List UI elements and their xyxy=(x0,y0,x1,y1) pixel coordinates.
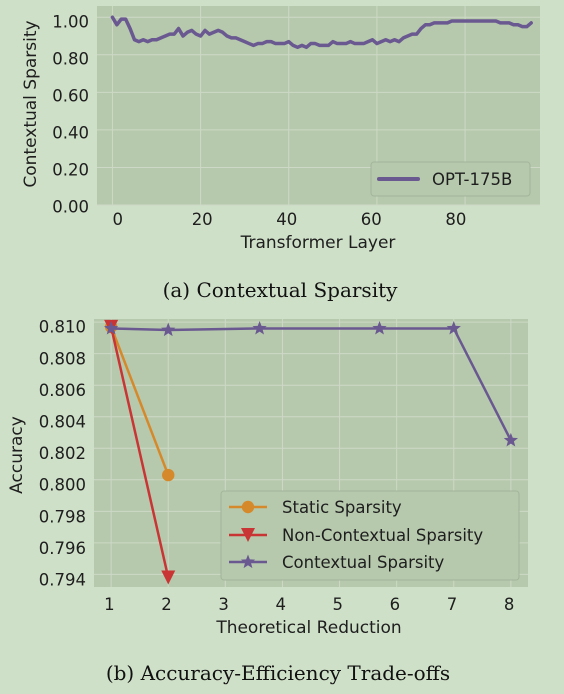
chart-a-xtick-label: 0 xyxy=(112,210,123,229)
chart-b-point-triangle xyxy=(161,570,176,585)
chart-a-series-line xyxy=(110,15,533,50)
chart-b-ytick-label: 0.796 xyxy=(39,539,86,558)
chart-b: 0.810 0.808 0.806 0.804 0.802 0.800 0.79… xyxy=(7,318,528,685)
chart-b-legend-label: Contextual Sparsity xyxy=(282,553,445,572)
chart-b-ylabel: Accuracy xyxy=(7,416,27,494)
chart-b-series-line xyxy=(109,326,170,578)
chart-b-series xyxy=(104,319,518,585)
chart-a-xtick-label: 40 xyxy=(276,210,297,229)
chart-a-xtick-label: 80 xyxy=(445,210,466,229)
chart-b-xtick-label: 7 xyxy=(447,595,458,614)
chart-b-legend-label: Static Sparsity xyxy=(282,498,402,517)
chart-b-xtick-label: 8 xyxy=(504,595,515,614)
chart-a-ytick-label: 0.60 xyxy=(52,86,89,105)
chart-a-series xyxy=(110,15,533,50)
chart-b-point-circle xyxy=(162,468,175,482)
chart-a-xlabel: Transformer Layer xyxy=(240,233,396,253)
chart-a: 1.00 0.80 0.60 0.40 0.20 0.00 0 20 40 60… xyxy=(21,6,540,302)
chart-b-ytick-label: 0.798 xyxy=(39,507,86,526)
chart-b-ytick-label: 0.802 xyxy=(39,444,86,463)
chart-b-legend-label: Non-Contextual Sparsity xyxy=(282,526,483,545)
chart-a-ytick-label: 0.80 xyxy=(52,49,89,68)
chart-b-legend-marker-triangle xyxy=(241,528,255,542)
chart-a-ytick-label: 0.20 xyxy=(52,160,89,179)
chart-b-series-line xyxy=(109,326,170,476)
chart-b-point-star xyxy=(372,320,387,335)
chart-a-ytick-label: 0.00 xyxy=(52,197,89,216)
chart-b-ytick-label: 0.794 xyxy=(39,571,86,590)
chart-b-series-line xyxy=(111,327,512,441)
chart-b-point-star xyxy=(446,320,461,335)
chart-b-ytick-label: 0.806 xyxy=(39,381,86,400)
chart-b-xtick-label: 2 xyxy=(161,595,172,614)
chart-a-legend-box xyxy=(370,161,531,197)
chart-b-xtick-label: 1 xyxy=(104,595,115,614)
chart-b-ytick-label: 0.800 xyxy=(39,476,86,495)
chart-a-ylabel: Contextual Sparsity xyxy=(21,20,41,187)
chart-a-ytick-label: 1.00 xyxy=(52,12,89,31)
chart-b-legend-marker-star xyxy=(240,554,256,569)
chart-b-legend-marker-circle xyxy=(241,500,255,514)
chart-b-legend-box xyxy=(220,490,520,581)
chart-b-xtick-label: 6 xyxy=(390,595,401,614)
chart-b-point-star xyxy=(252,320,267,335)
chart-b-ytick-label: 0.804 xyxy=(39,413,86,432)
chart-a-xtick-label: 60 xyxy=(361,210,382,229)
chart-b-ytick-label: 0.808 xyxy=(39,349,86,368)
chart-a-legend: OPT-175B xyxy=(370,161,531,197)
chart-b-point-star xyxy=(503,432,518,447)
chart-b-point-star xyxy=(104,320,119,335)
chart-a-ytick-label: 0.40 xyxy=(52,123,89,142)
chart-a-legend-label: OPT-175B xyxy=(432,170,512,189)
chart-b-xlabel: Theoretical Reduction xyxy=(215,618,401,638)
chart-b-ytick-label: 0.810 xyxy=(39,318,86,337)
chart-a-xtick-label: 20 xyxy=(192,210,213,229)
chart-b-caption: (b) Accuracy-Efficiency Trade-offs xyxy=(106,661,450,685)
chart-b-xtick-label: 3 xyxy=(218,595,229,614)
chart-b-legend: Static Sparsity Non-Contextual Sparsity … xyxy=(220,490,520,581)
chart-b-point-star xyxy=(161,322,176,337)
chart-b-xtick-label: 4 xyxy=(275,595,286,614)
chart-a-caption: (a) Contextual Sparsity xyxy=(163,278,399,302)
chart-b-xtick-label: 5 xyxy=(333,595,344,614)
